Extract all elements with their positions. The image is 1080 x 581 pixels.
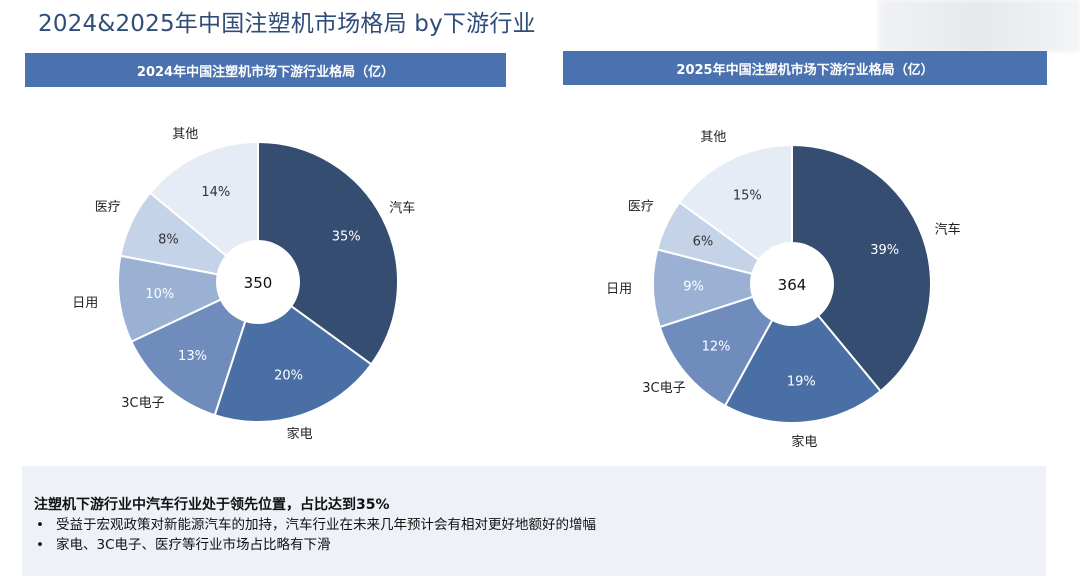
slice-daily-use bbox=[652, 248, 796, 329]
value-label-3c-electronics: 13% bbox=[178, 349, 207, 364]
summary-list: 受益于宏观政策对新能源汽车的加持，汽车行业在未来几年预计会有相对更好地额好的增幅… bbox=[34, 515, 1046, 555]
category-label-3c-electronics: 3C电子 bbox=[121, 396, 164, 411]
blurred-logo bbox=[878, 0, 1080, 52]
slice-3c-electronics bbox=[658, 282, 795, 408]
slice-other bbox=[678, 143, 793, 286]
category-label-3c-electronics: 3C电子 bbox=[642, 381, 685, 396]
pie-chart-2025: 39% 汽车 19% 家电 12% 3C电子 9% 日用 6% 医疗 15% 其他 364 bbox=[606, 130, 961, 450]
value-label-3c-electronics: 12% bbox=[702, 339, 731, 354]
category-label-daily-use: 日用 bbox=[72, 296, 98, 311]
category-label-daily-use: 日用 bbox=[606, 282, 632, 297]
category-label-medical: 医疗 bbox=[628, 199, 654, 214]
value-label-appliance: 19% bbox=[787, 375, 816, 390]
summary-box: 注塑机下游行业中汽车行业处于领先位置，占比达到35% 受益于宏观政策对新能源汽车… bbox=[22, 466, 1046, 576]
center-total-label: 364 bbox=[778, 276, 807, 294]
summary-bullet: 家电、3C电子、医疗等行业市场占比略有下滑 bbox=[34, 535, 1046, 555]
page-title: 2024&2025年中国注塑机市场格局 by下游行业 bbox=[38, 11, 536, 37]
slice-other bbox=[148, 140, 259, 285]
value-label-medical: 8% bbox=[158, 232, 179, 247]
donut-hole bbox=[750, 242, 834, 326]
value-label-appliance: 20% bbox=[274, 369, 303, 384]
pie-chart-2024: 35% 汽车 20% 家电 13% 3C电子 10% 日用 8% 医疗 14% 其他 350 bbox=[72, 127, 415, 442]
chart-title-2025: 2025年中国注塑机市场下游行业格局（亿） bbox=[563, 51, 1047, 85]
donut-hole bbox=[216, 240, 300, 324]
category-label-appliance: 家电 bbox=[791, 434, 817, 450]
value-label-other: 15% bbox=[733, 189, 762, 204]
slice-appliance bbox=[723, 282, 883, 424]
value-label-medical: 6% bbox=[693, 235, 714, 250]
category-label-appliance: 家电 bbox=[287, 426, 313, 442]
value-label-other: 14% bbox=[201, 185, 230, 200]
value-label-auto: 35% bbox=[332, 230, 361, 245]
category-label-auto: 汽车 bbox=[389, 200, 415, 216]
value-label-daily-use: 9% bbox=[683, 280, 704, 295]
chart-title-2024: 2024年中国注塑机市场下游行业格局（亿） bbox=[25, 53, 506, 87]
category-label-other: 其他 bbox=[172, 127, 198, 142]
slice-auto bbox=[257, 140, 399, 366]
summary-heading: 注塑机下游行业中汽车行业处于领先位置，占比达到35% bbox=[34, 497, 390, 513]
slice-3c-electronics bbox=[129, 280, 260, 417]
value-label-auto: 39% bbox=[870, 243, 899, 258]
category-label-auto: 汽车 bbox=[935, 222, 961, 238]
slice-auto bbox=[791, 143, 932, 393]
category-label-other: 其他 bbox=[700, 130, 726, 145]
center-total-label: 350 bbox=[244, 274, 273, 292]
summary-bullet: 受益于宏观政策对新能源汽车的加持，汽车行业在未来几年预计会有相对更好地额好的增幅 bbox=[34, 515, 1046, 535]
category-label-medical: 医疗 bbox=[95, 200, 121, 215]
value-label-daily-use: 10% bbox=[145, 287, 174, 302]
